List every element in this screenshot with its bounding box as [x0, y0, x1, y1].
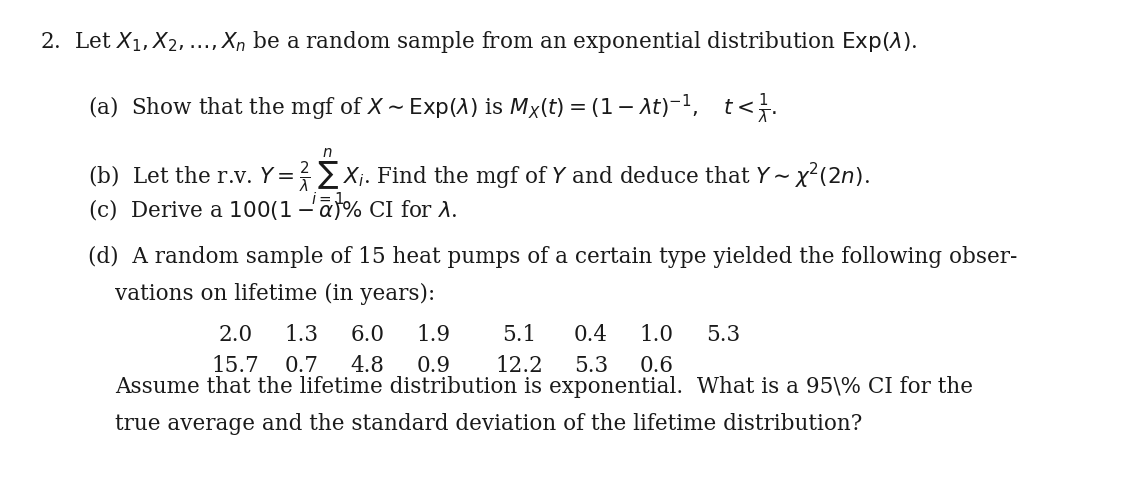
Text: 0.4: 0.4: [573, 324, 608, 346]
Text: 6.0: 6.0: [350, 324, 384, 346]
Text: (c)  Derive a $100(1 - \alpha)\%$ CI for $\lambda$.: (c) Derive a $100(1 - \alpha)\%$ CI for …: [88, 197, 457, 222]
Text: (a)  Show that the mgf of $X \sim \mathrm{Exp}(\lambda)$ is $M_X(t) = (1 - \lamb: (a) Show that the mgf of $X \sim \mathrm…: [88, 91, 777, 126]
Text: 1.9: 1.9: [416, 324, 450, 346]
Text: 2.0: 2.0: [218, 324, 252, 346]
Text: 0.9: 0.9: [416, 355, 450, 377]
Text: true average and the standard deviation of the lifetime distribution?: true average and the standard deviation …: [115, 413, 863, 435]
Text: 1.3: 1.3: [284, 324, 318, 346]
Text: (d)  A random sample of 15 heat pumps of a certain type yielded the following ob: (d) A random sample of 15 heat pumps of …: [88, 245, 1017, 268]
Text: 0.7: 0.7: [284, 355, 318, 377]
Text: 4.8: 4.8: [350, 355, 384, 377]
Text: (b)  Let the r.v. $Y = \frac{2}{\lambda}\sum_{i=1}^{n} X_i$. Find the mgf of $Y$: (b) Let the r.v. $Y = \frac{2}{\lambda}\…: [88, 146, 870, 207]
Text: 5.1: 5.1: [503, 324, 537, 346]
Text: 0.6: 0.6: [640, 355, 674, 377]
Text: 15.7: 15.7: [211, 355, 259, 377]
Text: vations on lifetime (in years):: vations on lifetime (in years):: [115, 283, 435, 305]
Text: 12.2: 12.2: [496, 355, 544, 377]
Text: 1.0: 1.0: [640, 324, 674, 346]
Text: 5.3: 5.3: [573, 355, 608, 377]
Text: Assume that the lifetime distribution is exponential.  What is a 95\% CI for the: Assume that the lifetime distribution is…: [115, 376, 974, 398]
Text: 5.3: 5.3: [706, 324, 740, 346]
Text: 2.  Let $X_1, X_2, \ldots, X_n$ be a random sample from an exponential distribut: 2. Let $X_1, X_2, \ldots, X_n$ be a rand…: [40, 29, 918, 55]
